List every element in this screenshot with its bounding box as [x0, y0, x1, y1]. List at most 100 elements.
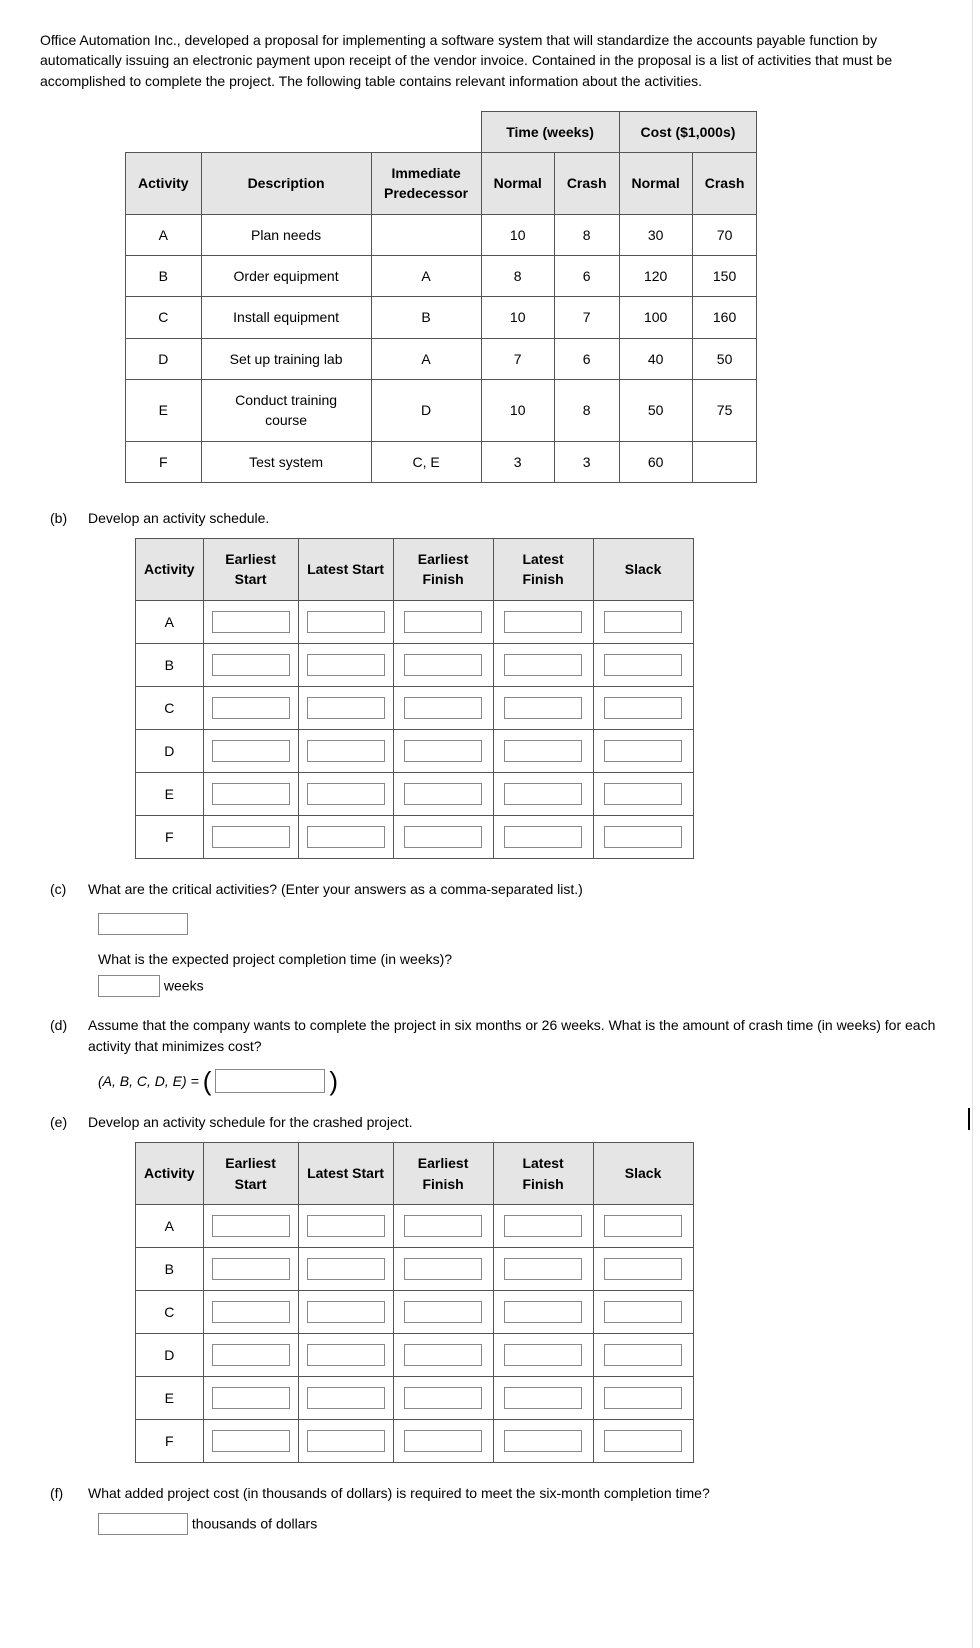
crash-tuple-input[interactable] [215, 1069, 325, 1093]
table-cell: 60 [619, 441, 692, 482]
schedule-input[interactable] [307, 826, 385, 848]
schedule-input[interactable] [212, 826, 290, 848]
added-cost-input[interactable] [98, 1513, 188, 1535]
table-row: FTest systemC, E3360 [126, 441, 757, 482]
schedule-input[interactable] [604, 1215, 682, 1237]
schedule-input[interactable] [307, 783, 385, 805]
input-cell [593, 1204, 693, 1247]
part-c: (c) What are the critical activities? (E… [50, 879, 940, 998]
schedule-input[interactable] [212, 1344, 290, 1366]
schedule-input[interactable] [404, 1258, 482, 1280]
schedule-input[interactable] [604, 611, 682, 633]
table-row: C [136, 686, 694, 729]
part-d: (d) Assume that the company wants to com… [50, 1015, 940, 1094]
schedule-input[interactable] [212, 783, 290, 805]
schedule-input[interactable] [604, 1387, 682, 1409]
input-cell [298, 1419, 393, 1462]
schedule-input[interactable] [504, 1215, 582, 1237]
schedule-input[interactable] [404, 740, 482, 762]
input-cell [393, 1204, 493, 1247]
schedule-input[interactable] [212, 1258, 290, 1280]
schedule-input[interactable] [604, 1258, 682, 1280]
part-f-text: What added project cost (in thousands of… [88, 1483, 710, 1503]
schedule-input[interactable] [404, 1387, 482, 1409]
schedule-input[interactable] [404, 654, 482, 676]
input-cell [393, 772, 493, 815]
table-cell: 7 [554, 297, 619, 338]
schedule-input[interactable] [307, 1344, 385, 1366]
schedule-input[interactable] [307, 740, 385, 762]
schedule-input[interactable] [212, 1387, 290, 1409]
part-c-q1: What are the critical activities? (Enter… [88, 879, 583, 899]
sched-th: Earliest Start [203, 1143, 298, 1205]
schedule-input[interactable] [604, 654, 682, 676]
schedule-input[interactable] [212, 1430, 290, 1452]
schedule-input[interactable] [604, 740, 682, 762]
schedule-input[interactable] [504, 1344, 582, 1366]
critical-activities-input[interactable] [98, 913, 188, 935]
table-cell: 10 [481, 379, 554, 441]
schedule-input[interactable] [307, 1301, 385, 1323]
activity-cell: B [136, 643, 204, 686]
schedule-input[interactable] [604, 1301, 682, 1323]
input-cell [203, 1333, 298, 1376]
sched-th: Slack [593, 1143, 693, 1205]
schedule-input[interactable] [307, 611, 385, 633]
part-d-label: (d) [50, 1015, 74, 1035]
schedule-input[interactable] [504, 1430, 582, 1452]
schedule-input[interactable] [307, 1387, 385, 1409]
table-cell: 150 [692, 256, 757, 297]
schedule-input[interactable] [404, 1215, 482, 1237]
input-cell [203, 1204, 298, 1247]
schedule-input[interactable] [212, 1301, 290, 1323]
schedule-input[interactable] [404, 783, 482, 805]
schedule-input[interactable] [604, 826, 682, 848]
schedule-input[interactable] [504, 1301, 582, 1323]
schedule-input[interactable] [604, 783, 682, 805]
schedule-input[interactable] [404, 1344, 482, 1366]
schedule-input[interactable] [404, 1301, 482, 1323]
schedule-input[interactable] [504, 740, 582, 762]
part-b-text: Develop an activity schedule. [88, 508, 269, 528]
close-paren: ) [329, 1068, 338, 1094]
text-cursor-mark [968, 1108, 970, 1130]
table-cell: 10 [481, 214, 554, 255]
schedule-input[interactable] [307, 1430, 385, 1452]
schedule-input[interactable] [212, 697, 290, 719]
schedule-input[interactable] [404, 611, 482, 633]
schedule-input[interactable] [307, 1258, 385, 1280]
input-cell [493, 1333, 593, 1376]
schedule-input[interactable] [604, 1344, 682, 1366]
schedule-input[interactable] [504, 611, 582, 633]
completion-time-input[interactable] [98, 975, 160, 997]
part-c-label: (c) [50, 879, 74, 899]
schedule-input[interactable] [404, 826, 482, 848]
group-header-time: Time (weeks) [481, 111, 619, 152]
table-cell [371, 214, 481, 255]
sched-th: Earliest Finish [393, 539, 493, 601]
schedule-input[interactable] [307, 1215, 385, 1237]
th-predecessor: Immediate Predecessor [371, 153, 481, 215]
schedule-input[interactable] [307, 654, 385, 676]
schedule-input[interactable] [504, 697, 582, 719]
schedule-input[interactable] [604, 1430, 682, 1452]
schedule-input[interactable] [504, 654, 582, 676]
schedule-input[interactable] [604, 697, 682, 719]
sched-th: Slack [593, 539, 693, 601]
schedule-input[interactable] [404, 697, 482, 719]
schedule-input[interactable] [212, 654, 290, 676]
schedule-input[interactable] [504, 783, 582, 805]
schedule-input[interactable] [212, 1215, 290, 1237]
schedule-input[interactable] [404, 1430, 482, 1452]
schedule-input[interactable] [504, 826, 582, 848]
schedule-input[interactable] [307, 697, 385, 719]
input-cell [493, 1376, 593, 1419]
schedule-input[interactable] [504, 1387, 582, 1409]
schedule-input[interactable] [504, 1258, 582, 1280]
schedule-input[interactable] [212, 611, 290, 633]
input-cell [203, 729, 298, 772]
table-cell: Conduct training course [201, 379, 371, 441]
input-cell [593, 600, 693, 643]
table-row: A [136, 600, 694, 643]
schedule-input[interactable] [212, 740, 290, 762]
